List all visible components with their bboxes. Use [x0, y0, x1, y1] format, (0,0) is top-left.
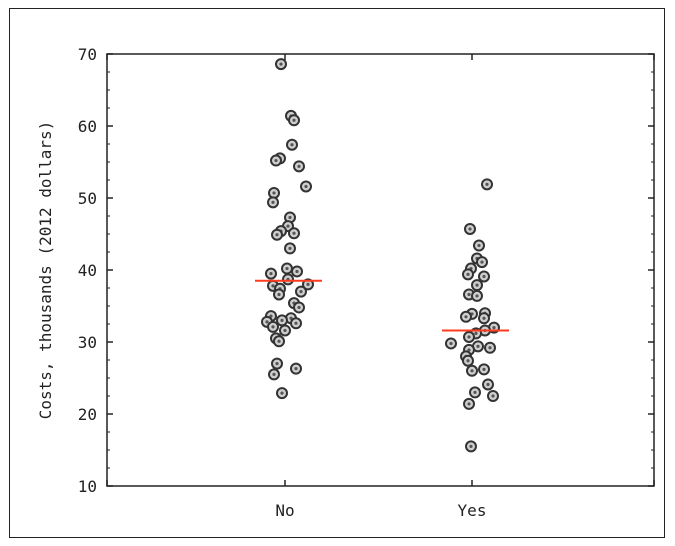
data-point-center	[283, 328, 287, 333]
data-point-center	[299, 290, 303, 294]
y-axis: 10 20 30 40 50 60 70	[78, 45, 654, 496]
data-point-center	[469, 444, 473, 448]
data-point-center	[466, 272, 470, 276]
data-point-center	[280, 391, 284, 395]
data-point-center	[271, 284, 275, 288]
data-point-center	[274, 158, 278, 163]
x-axis: No Yes	[106, 54, 655, 520]
data-point-center	[482, 274, 486, 279]
data-point-center	[492, 326, 496, 330]
data-point-center	[304, 184, 308, 189]
y-tick-label: 70	[78, 45, 97, 64]
data-point-center	[486, 382, 490, 387]
data-point-center	[288, 246, 292, 250]
data-point-center	[467, 335, 471, 339]
data-point-center	[286, 224, 290, 228]
data-point-center	[297, 164, 301, 168]
y-tick-label: 10	[78, 477, 97, 496]
data-points	[261, 58, 500, 453]
data-point-center	[491, 394, 495, 398]
y-tick-label: 60	[78, 117, 97, 136]
data-point-center	[468, 227, 472, 231]
data-point-center	[473, 390, 477, 394]
data-point-center	[269, 272, 273, 276]
data-point-center	[467, 348, 471, 352]
y-tick-label: 50	[78, 189, 97, 208]
data-point-center	[294, 321, 298, 325]
data-point-center	[297, 305, 301, 310]
data-point-center	[288, 215, 292, 220]
data-point-center	[290, 143, 294, 147]
data-point-center	[464, 315, 468, 319]
y-tick-label: 30	[78, 333, 97, 352]
data-point-center	[271, 325, 275, 329]
data-point-center	[482, 367, 486, 371]
data-point-center	[271, 200, 275, 204]
data-point-center	[292, 231, 296, 235]
y-axis-title: Costs, thousands (2012 dollars)	[36, 121, 55, 420]
data-point-center	[272, 372, 276, 376]
data-point-center	[476, 344, 480, 348]
data-point-center	[275, 233, 279, 237]
data-point-center	[306, 282, 310, 286]
data-point-center	[279, 62, 283, 66]
data-point-center	[277, 339, 281, 343]
data-point-center	[488, 346, 492, 350]
data-point-center	[285, 266, 289, 271]
data-point-center	[467, 402, 471, 406]
y-tick-label: 40	[78, 261, 97, 280]
median-lines	[255, 279, 509, 332]
plot-area	[106, 53, 655, 487]
data-point-center	[474, 331, 478, 335]
data-point-center	[466, 359, 470, 363]
data-point-center	[294, 367, 298, 371]
data-point-center	[292, 118, 296, 122]
data-point-center	[475, 294, 479, 298]
data-point-center	[272, 191, 276, 195]
data-point-center	[280, 318, 284, 322]
x-tick-label: No	[275, 501, 294, 520]
data-point-center	[482, 316, 486, 320]
data-point-center	[449, 341, 453, 346]
data-point-center	[475, 283, 479, 287]
figure-frame	[9, 8, 665, 538]
data-point-center	[470, 369, 474, 373]
data-point-center	[480, 260, 484, 264]
data-point-center	[295, 269, 299, 274]
y-tick-label: 20	[78, 405, 97, 424]
data-point-center	[477, 243, 481, 248]
data-point-center	[467, 292, 471, 297]
data-point-center	[265, 320, 269, 324]
data-point-center	[485, 182, 489, 186]
data-point-center	[277, 292, 281, 297]
x-tick-label: Yes	[458, 501, 487, 520]
data-point-center	[275, 362, 279, 366]
